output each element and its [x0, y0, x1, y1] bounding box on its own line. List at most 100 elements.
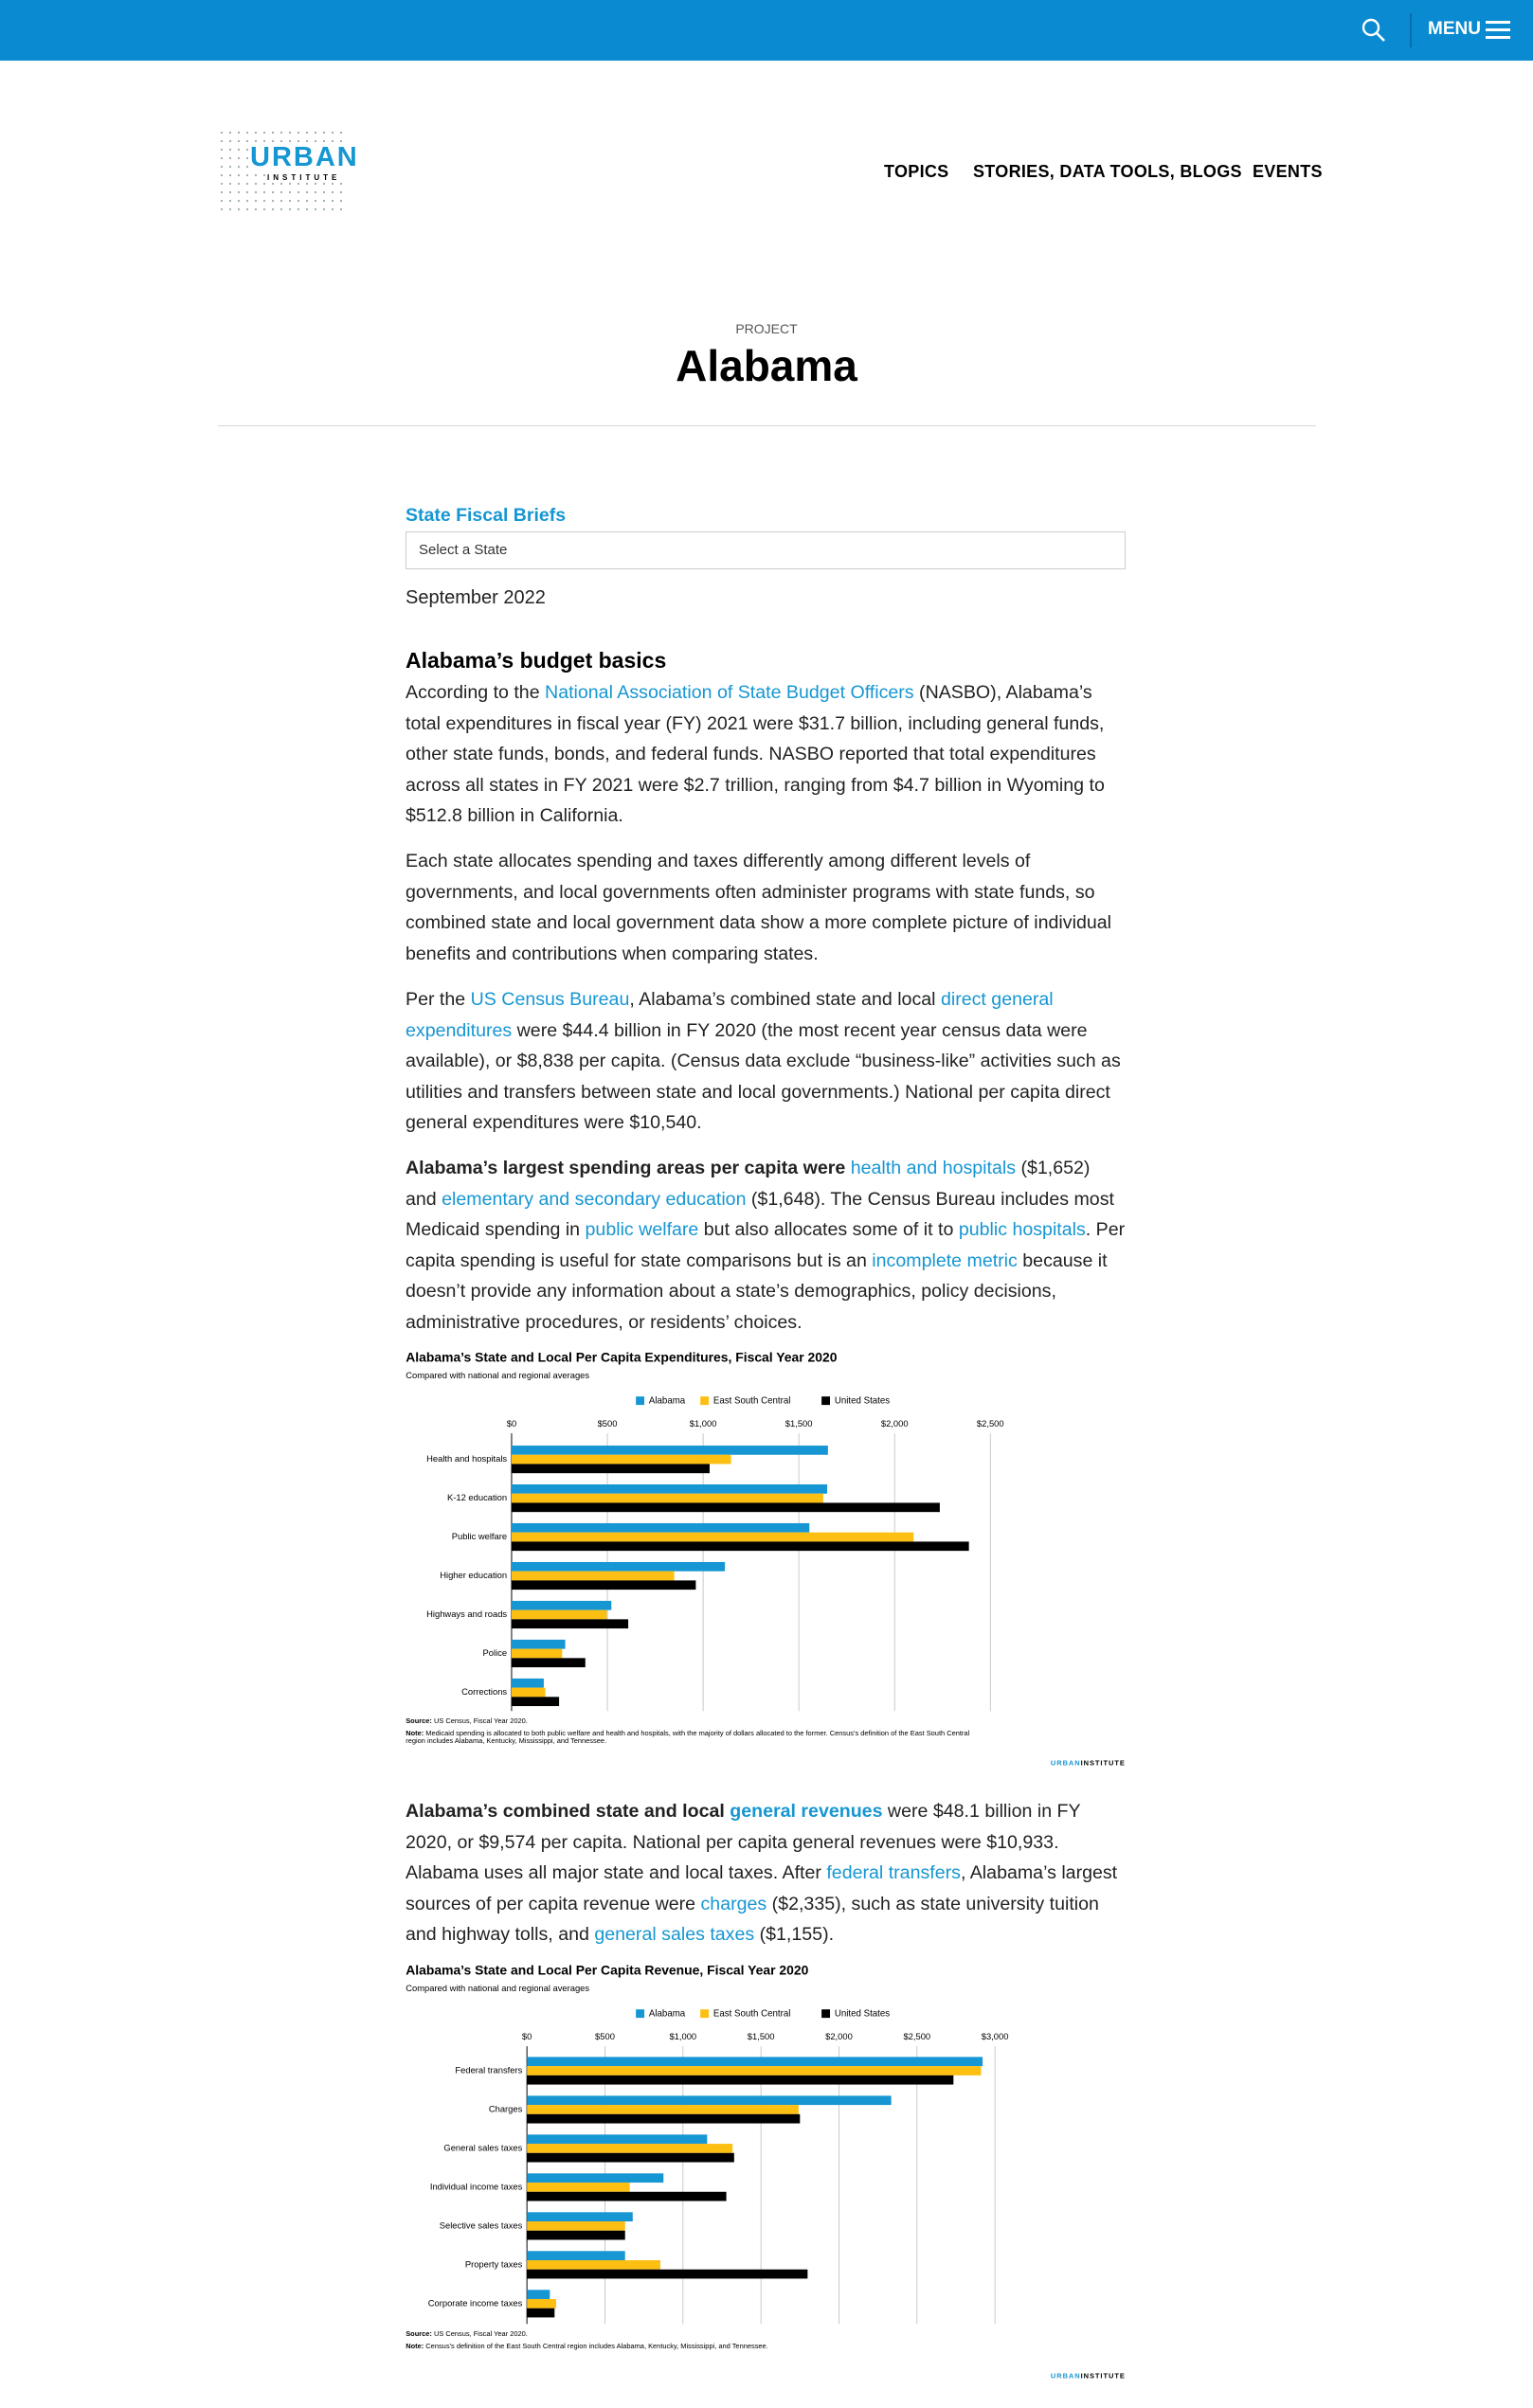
- chart-branding: URBANINSTITUTE: [1051, 2371, 1126, 2380]
- bar: [511, 1600, 612, 1610]
- x-tick-label: $1,500: [748, 2031, 775, 2041]
- text-run: Source:: [406, 1716, 432, 1725]
- bar: [511, 1493, 823, 1503]
- branding-word: INSTITUTE: [1081, 2371, 1126, 2380]
- chart: Alabama’s State and Local Per Capita Exp…: [406, 1349, 1125, 1767]
- legend-label: Alabama: [649, 1396, 686, 1407]
- text-run: were $48.1 billion in FY 2020, or $9,574…: [406, 1801, 1081, 1883]
- legend-label: East South Central: [713, 2009, 790, 2020]
- chart-title: Alabama’s State and Local Per Capita Rev…: [406, 1962, 808, 1977]
- text-run: According to the: [406, 682, 546, 703]
- x-tick-label: $0: [507, 1418, 516, 1429]
- bar: [511, 1687, 546, 1698]
- bar: [511, 1619, 629, 1629]
- series-title[interactable]: State Fiscal Briefs: [406, 505, 567, 526]
- text-run: were $44.4 billion in FY 2020 (the most …: [406, 1019, 1121, 1134]
- bar: [527, 2290, 550, 2299]
- category-label: Corporate income taxes: [428, 2297, 523, 2308]
- text-run: Note:: [406, 1729, 424, 1737]
- nav-link[interactable]: EVENTS: [1253, 162, 1323, 181]
- bar: [527, 2173, 664, 2183]
- link[interactable]: elementary and secondary education: [442, 1188, 747, 1210]
- bar: [527, 2230, 625, 2240]
- bar: [511, 1446, 828, 1455]
- bar: [511, 1658, 586, 1668]
- chart-note: Note: Medicaid spending is allocated to …: [406, 1730, 988, 1747]
- link[interactable]: public hospitals: [958, 1219, 1086, 1240]
- section-heading: Alabama’s budget basics: [406, 648, 667, 673]
- category-label: Police: [483, 1647, 508, 1658]
- bar: [511, 1532, 914, 1542]
- branding-word: URBAN: [1051, 1758, 1081, 1767]
- link[interactable]: incomplete metric: [872, 1249, 1018, 1271]
- bar: [511, 1502, 940, 1513]
- bar: [511, 1678, 544, 1688]
- text-run: because it doesn’t provide any informati…: [406, 1249, 1108, 1333]
- text-run: Medicaid spending is allocated to both p…: [406, 1729, 970, 1746]
- legend-swatch: [700, 1396, 710, 1406]
- link[interactable]: health and hospitals: [850, 1158, 1017, 1178]
- link[interactable]: direct general expenditures: [406, 989, 1054, 1041]
- paragraph: Alabama’s combined state and local gener…: [406, 1796, 1126, 1950]
- legend-swatch: [700, 2009, 710, 2019]
- text-run: Source:: [406, 2329, 432, 2338]
- category-label: Highways and roads: [426, 1608, 507, 1619]
- divider: [1410, 13, 1412, 47]
- state-select[interactable]: Select a State: [406, 531, 1126, 569]
- bar: [511, 1609, 607, 1620]
- chart-notes: Source: US Census, Fiscal Year 2020. Note…: [406, 1717, 988, 1747]
- bar: [527, 2298, 556, 2309]
- nav-link[interactable]: TOPICS: [884, 162, 949, 181]
- x-tick-label: $2,000: [825, 2031, 853, 2041]
- link[interactable]: general revenues: [730, 1801, 883, 1822]
- bar: [511, 1648, 563, 1659]
- x-tick-label: $2,500: [977, 1418, 1004, 1429]
- legend-swatch: [821, 2009, 831, 2019]
- link[interactable]: federal transfers: [826, 1862, 961, 1883]
- bar: [511, 1580, 696, 1590]
- x-tick-label: $500: [598, 1418, 618, 1429]
- x-tick-label: $3,000: [982, 2031, 1009, 2041]
- bar: [527, 2105, 799, 2114]
- category-label: K-12 education: [447, 1492, 507, 1502]
- link[interactable]: charges: [700, 1893, 767, 1914]
- bar: [511, 1561, 726, 1572]
- category-label: Health and hospitals: [426, 1453, 507, 1464]
- link[interactable]: National Association of State Budget Off…: [545, 682, 914, 703]
- bar: [527, 2212, 633, 2222]
- menu-label[interactable]: MENU: [1428, 19, 1481, 39]
- text-run: Per the: [406, 989, 471, 1010]
- bar: [511, 1522, 810, 1533]
- legend-label: United States: [835, 2009, 890, 2020]
- x-tick-label: $2,000: [881, 1418, 909, 1429]
- x-tick-label: $0: [522, 2031, 532, 2041]
- bar: [527, 2308, 555, 2318]
- search-icon[interactable]: [1362, 18, 1386, 43]
- paragraph: Per the US Census Bureau, Alabama’s comb…: [406, 984, 1126, 1139]
- bar: [527, 2113, 801, 2124]
- chart-source: Source: US Census, Fiscal Year 2020.: [406, 2330, 988, 2339]
- text-run: . Per capita spending is useful for stat…: [406, 1219, 1126, 1271]
- link[interactable]: public welfare: [585, 1219, 699, 1240]
- logo[interactable]: URBAN INSTITUTE: [220, 131, 362, 216]
- logo-subword: INSTITUTE: [265, 173, 343, 182]
- text-run: ($1,648). The Census Bureau includes mos…: [406, 1188, 1114, 1241]
- text-run: Alabama’s largest spending areas per cap…: [406, 1158, 851, 1178]
- category-label: Public welfare: [452, 1531, 507, 1541]
- chart-note: Note: Census’s definition of the East So…: [406, 2343, 988, 2351]
- bar: [511, 1454, 731, 1465]
- paragraph: According to the National Association of…: [406, 677, 1126, 832]
- nav-link[interactable]: STORIES, DATA TOOLS, BLOGS: [973, 162, 1242, 181]
- bar: [527, 2269, 808, 2279]
- menu-icon[interactable]: [1486, 19, 1510, 40]
- legend-swatch: [821, 1396, 831, 1406]
- bar: [527, 2075, 954, 2085]
- link[interactable]: general sales taxes: [594, 1924, 755, 1945]
- chart-notes: Source: US Census, Fiscal Year 2020. Note…: [406, 2330, 988, 2351]
- text-run: US Census, Fiscal Year 2020.: [431, 2329, 528, 2338]
- x-tick-label: $1,000: [690, 1418, 717, 1429]
- link[interactable]: US Census Bureau: [470, 989, 630, 1010]
- chart-source: Source: US Census, Fiscal Year 2020.: [406, 1717, 988, 1726]
